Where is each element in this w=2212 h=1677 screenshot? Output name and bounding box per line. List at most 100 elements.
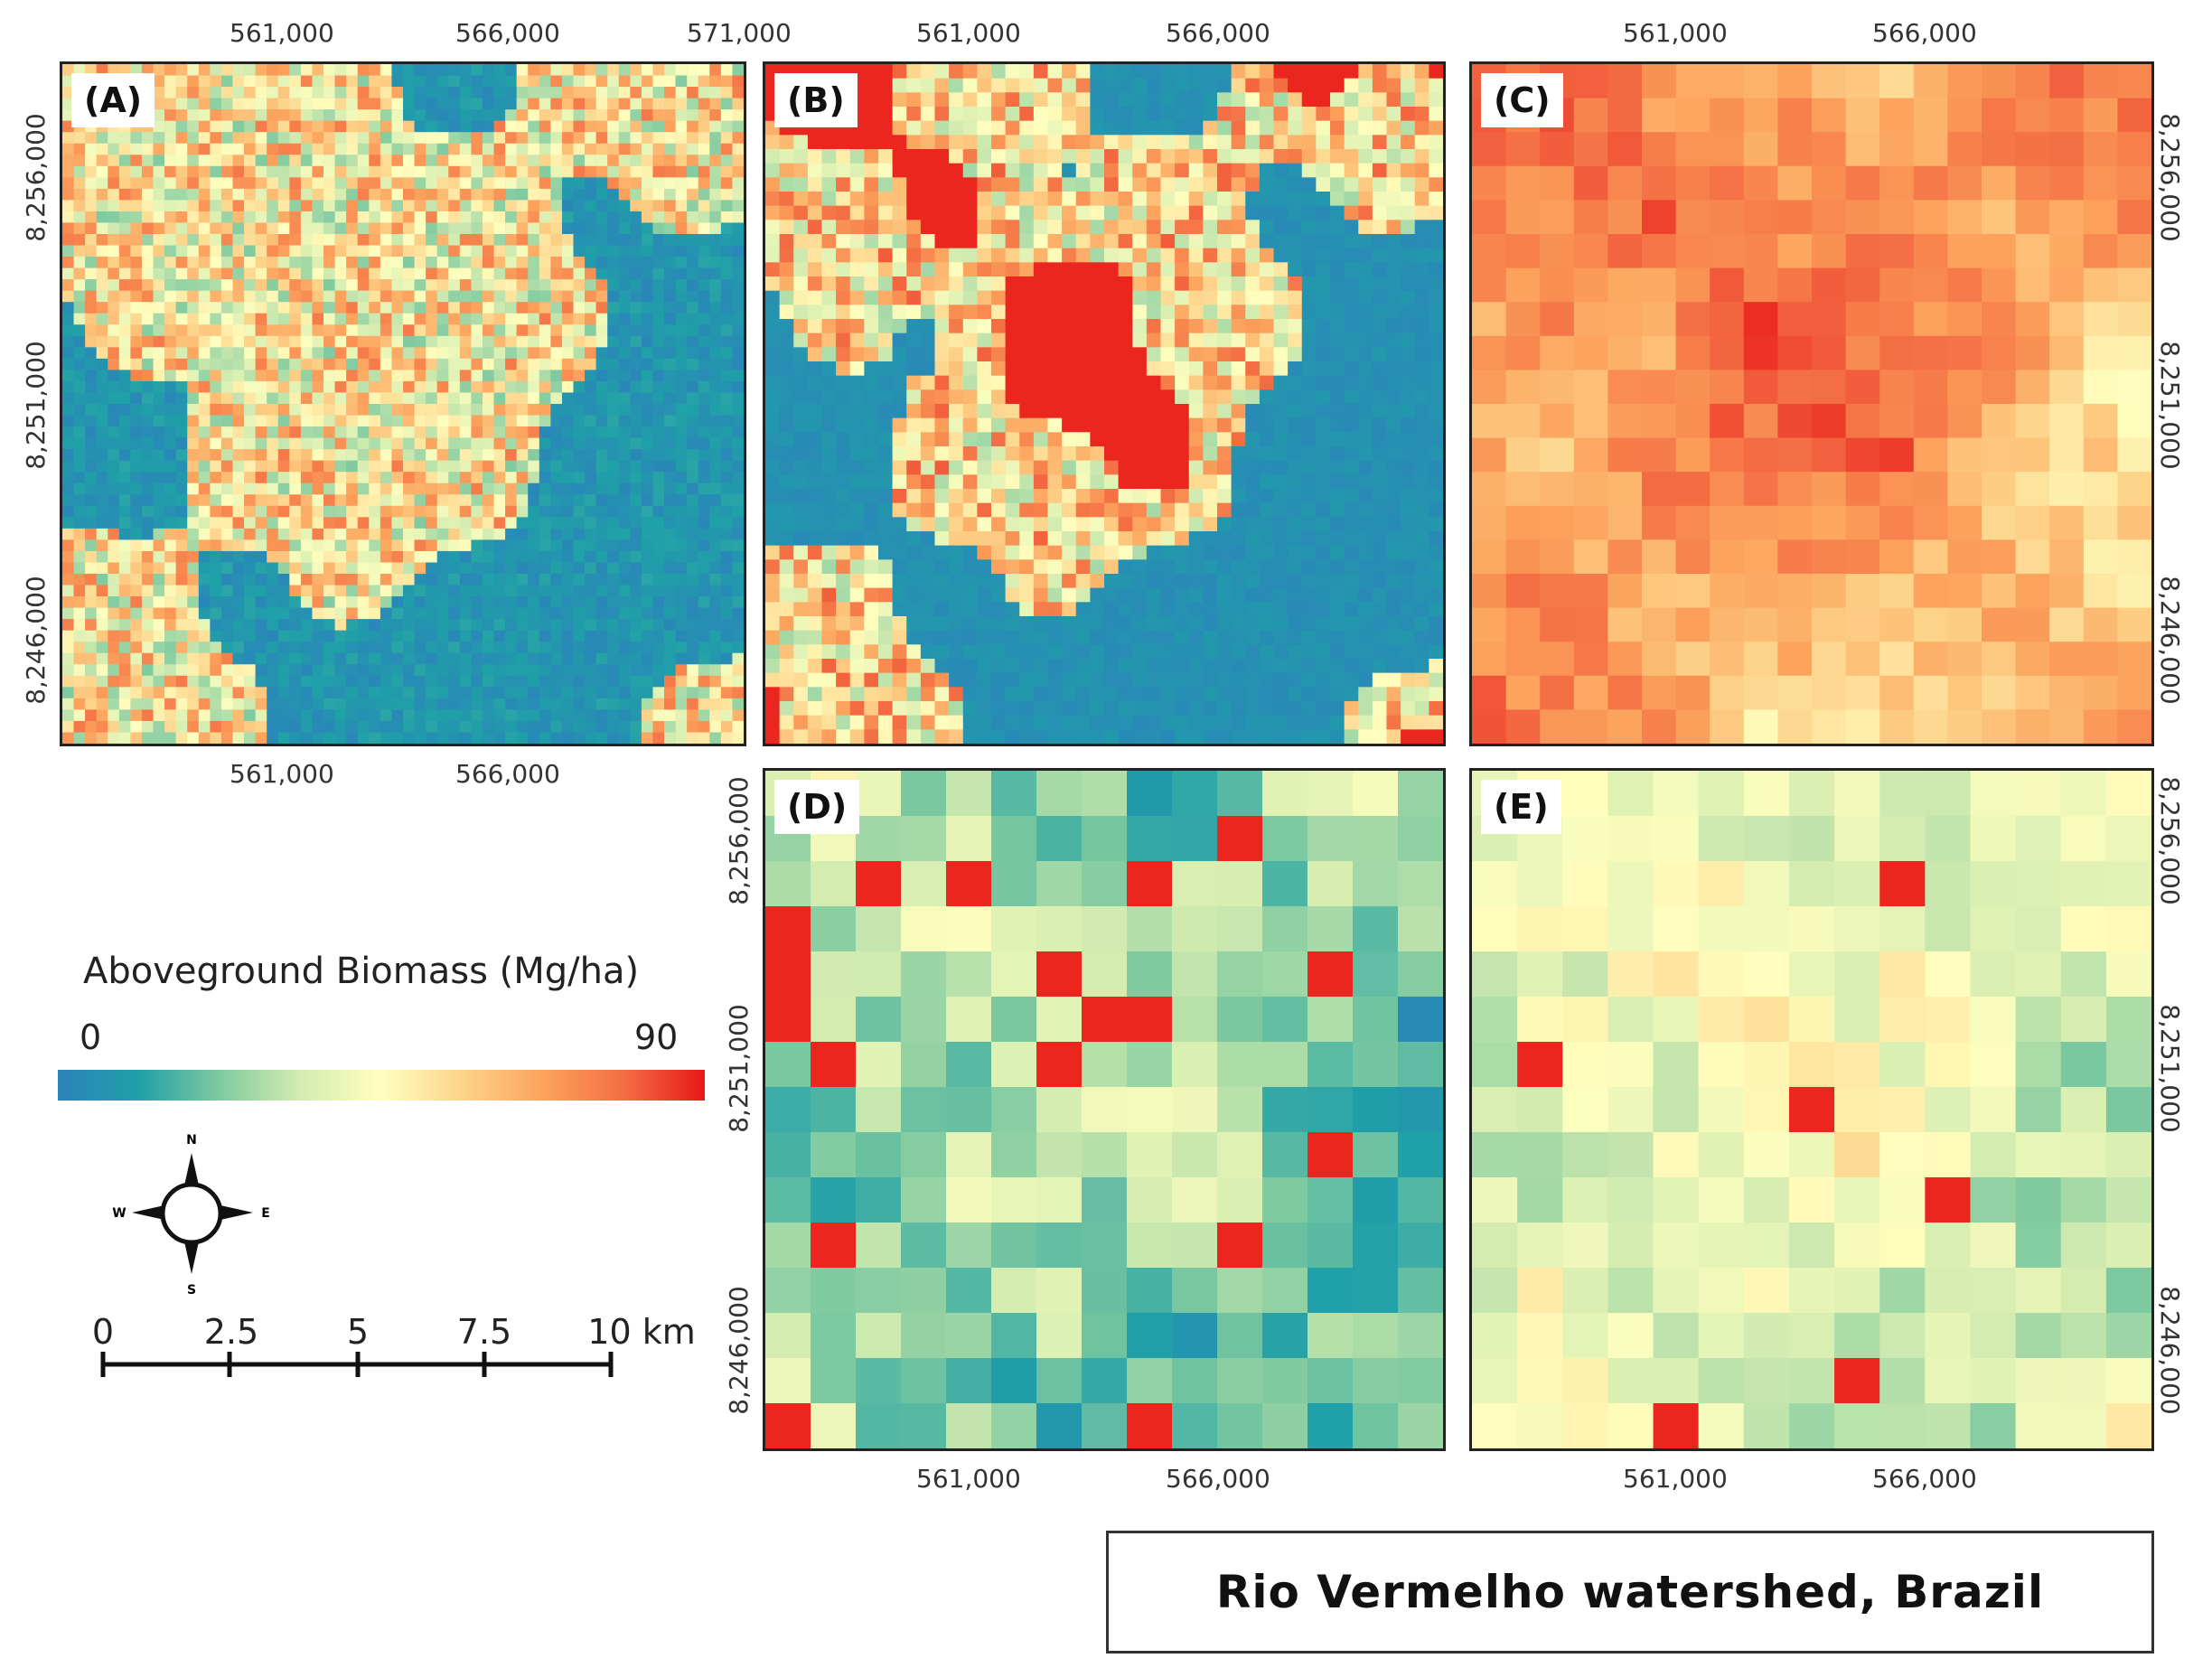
raster-cell <box>1288 290 1303 305</box>
raster-cell <box>198 324 211 337</box>
raster-cell <box>528 358 540 370</box>
raster-cell <box>1104 389 1119 405</box>
raster-cell <box>312 528 324 540</box>
raster-cell <box>630 87 642 98</box>
raster-cell <box>561 234 574 246</box>
raster-cell <box>641 675 653 688</box>
raster-cell <box>255 482 267 495</box>
raster-cell <box>323 290 335 303</box>
raster-cell <box>1245 319 1261 333</box>
raster-cell <box>232 642 245 653</box>
raster-cell <box>1075 248 1091 263</box>
raster-cell <box>493 482 506 495</box>
raster-cell <box>357 302 370 314</box>
raster-cell <box>1132 205 1148 220</box>
raster-cell <box>1288 177 1303 192</box>
raster-cell <box>1090 460 1105 475</box>
raster-cell <box>1401 319 1416 333</box>
raster-cell <box>277 630 290 642</box>
raster-cell <box>198 143 211 155</box>
raster-cell <box>141 64 154 76</box>
raster-cell <box>1160 149 1176 164</box>
raster-cell <box>403 585 415 597</box>
raster-cell <box>949 347 964 362</box>
raster-cell <box>765 417 780 433</box>
raster-cell <box>312 709 324 722</box>
raster-cell <box>528 517 540 529</box>
raster-cell <box>709 290 722 303</box>
raster-cell <box>675 98 688 110</box>
raster-cell <box>244 324 256 337</box>
raster-cell <box>675 279 688 291</box>
raster-cell <box>709 550 722 563</box>
raster-cell <box>277 335 290 348</box>
raster-cell <box>482 664 494 677</box>
raster-cell <box>380 562 392 575</box>
raster-cell <box>1104 234 1119 248</box>
raster-cell <box>630 290 642 303</box>
raster-cell <box>698 630 710 642</box>
raster-cell <box>709 472 722 483</box>
raster-cell <box>153 460 165 473</box>
raster-cell <box>62 539 74 552</box>
raster-cell <box>187 347 200 360</box>
raster-cell <box>934 361 950 376</box>
raster-cell <box>618 98 631 110</box>
raster-cell <box>369 188 381 201</box>
raster-cell <box>664 177 676 190</box>
raster-cell <box>346 619 358 631</box>
raster-cell <box>391 143 404 155</box>
raster-cell <box>550 132 563 144</box>
raster-cell <box>426 437 437 450</box>
raster-cell <box>62 562 74 575</box>
raster-cell <box>482 392 494 405</box>
raster-cell <box>436 642 449 653</box>
raster-cell <box>528 177 540 190</box>
raster-cell <box>1175 220 1190 235</box>
raster-cell <box>414 539 426 552</box>
raster-cell <box>528 528 540 540</box>
raster-cell <box>175 324 188 337</box>
raster-cell <box>1429 333 1443 348</box>
raster-cell <box>334 222 347 235</box>
raster-cell <box>471 347 483 360</box>
raster-cell <box>96 494 108 507</box>
raster-cell <box>187 98 200 110</box>
raster-cell <box>244 165 256 178</box>
raster-cell <box>459 505 472 518</box>
raster-cell <box>550 426 563 438</box>
raster-cell <box>108 585 120 597</box>
raster-cell <box>244 64 256 76</box>
raster-cell <box>436 279 449 291</box>
raster-cell <box>732 675 744 688</box>
raster-cell <box>369 211 381 223</box>
raster-cell <box>153 87 165 98</box>
raster-cell <box>277 437 290 450</box>
raster-cell <box>334 188 347 201</box>
raster-cell <box>1401 177 1416 192</box>
raster-cell <box>130 211 143 223</box>
raster-cell <box>641 664 653 677</box>
raster-cell <box>426 143 437 155</box>
raster-cell <box>346 98 358 110</box>
raster-cell <box>641 630 653 642</box>
raster-cell <box>244 585 256 597</box>
raster-cell <box>426 528 437 540</box>
raster-cell <box>539 370 551 382</box>
raster-cell <box>709 120 722 133</box>
raster-cell <box>906 149 922 164</box>
raster-cell <box>849 361 865 376</box>
raster-cell <box>720 279 733 291</box>
raster-cell <box>573 528 586 540</box>
raster-cell <box>334 698 347 710</box>
raster-cell <box>1358 205 1373 220</box>
raster-cell <box>153 109 165 121</box>
raster-cell <box>1330 361 1345 376</box>
raster-cell <box>561 335 574 348</box>
raster-cell <box>1231 149 1246 164</box>
raster-cell <box>448 257 461 268</box>
raster-cell <box>289 335 302 348</box>
raster-cell <box>448 358 461 370</box>
raster-cell <box>878 389 893 405</box>
raster-cell <box>380 596 392 608</box>
